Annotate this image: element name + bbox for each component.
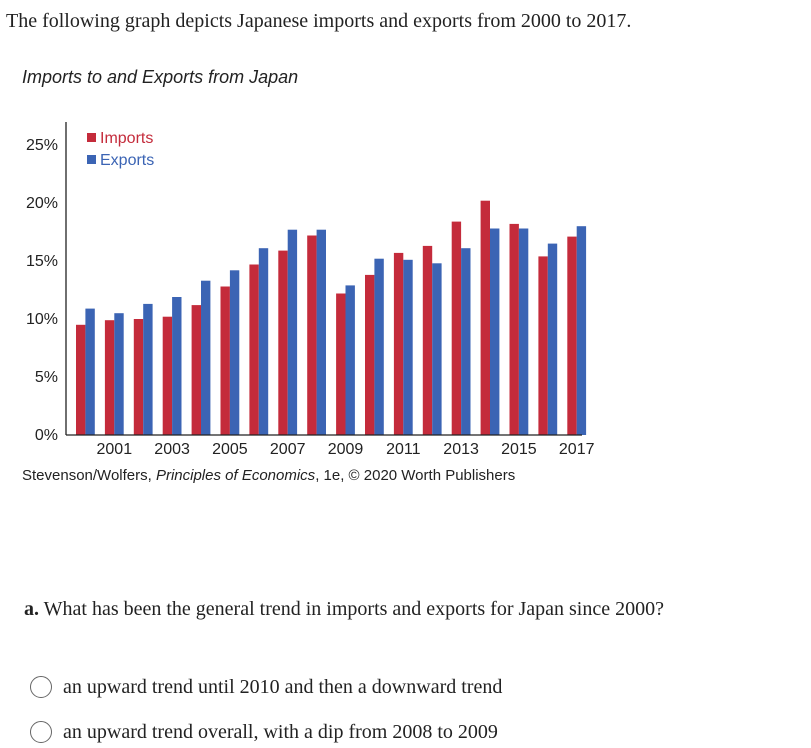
exports-bar-2002	[143, 303, 153, 435]
exports-bar-2013	[461, 248, 471, 435]
exports-bar-2001	[114, 313, 124, 435]
answer-option-label-2: an upward trend overall, with a dip from…	[63, 720, 498, 743]
imports-bar-2010	[365, 274, 375, 435]
x-tick-label: 2005	[212, 441, 248, 458]
imports-bar-2001	[104, 320, 115, 435]
imports-bar-2016	[538, 256, 548, 435]
imports-bar-2013	[451, 221, 462, 435]
chart-credit: Stevenson/Wolfers, Principles of Economi…	[22, 467, 515, 484]
y-axis-ticks: 0% 5% 10% 15% 20% 25%	[26, 137, 58, 444]
imports-bar-2012	[422, 245, 433, 435]
x-axis-ticks: 2001 2003 2005 2007 2009 2011 2013 2015 2017	[97, 441, 595, 458]
imports-bar-2011	[393, 252, 404, 435]
y-tick-label: 20%	[26, 195, 58, 212]
exports-bar-2011	[403, 259, 413, 435]
x-tick-label: 2017	[559, 441, 595, 458]
imports-bar-2007	[278, 250, 288, 435]
legend-swatch-imports	[87, 133, 96, 142]
exports-bar-2014	[490, 228, 500, 435]
imports-bar-2008	[307, 235, 317, 435]
y-tick-label: 0%	[35, 427, 58, 444]
question-text: What has been the general trend in impor…	[39, 598, 664, 620]
x-tick-label: 2003	[154, 441, 190, 458]
exports-bar-2005	[229, 270, 240, 435]
answer-option-2[interactable]: an upward trend overall, with a dip from…	[30, 717, 498, 747]
y-tick-label: 25%	[26, 137, 58, 154]
credit-suffix: , 1e, © 2020 Worth Publishers	[315, 467, 516, 484]
imports-bar-2014	[480, 200, 490, 435]
legend-label-imports: Imports	[100, 130, 153, 147]
exports-bar-2008	[316, 229, 326, 435]
exports-bar-2003	[172, 297, 182, 435]
credit-prefix: Stevenson/Wolfers,	[22, 467, 156, 484]
imports-bar-2017	[567, 236, 577, 435]
exports-bar-2015	[518, 228, 529, 435]
exports-bar-2007	[287, 229, 298, 435]
x-tick-label: 2013	[443, 441, 479, 458]
exports-bar-2010	[374, 258, 384, 435]
legend-label-exports: Exports	[100, 152, 154, 169]
imports-bar-2003	[162, 316, 173, 435]
question-label: a.	[24, 598, 39, 620]
imports-bar-2015	[509, 223, 519, 435]
x-tick-label: 2001	[97, 441, 133, 458]
chart-legend: Imports Exports	[87, 130, 154, 169]
chart-title: Imports to and Exports from Japan	[22, 67, 299, 87]
imports-bar-2004	[191, 305, 201, 435]
bar-chart: 0% 5% 10% 15% 20% 25% 2001 2003 2005 2007 2009 201…	[26, 122, 595, 458]
y-tick-label: 15%	[26, 253, 58, 270]
chart-bars	[76, 200, 587, 435]
question-a: a. What has been the general trend in im…	[24, 598, 664, 621]
imports-bar-2002	[133, 319, 144, 435]
exports-bar-2017	[576, 226, 587, 435]
x-tick-label: 2009	[328, 441, 364, 458]
imports-bar-2006	[249, 264, 259, 435]
answer-option-1[interactable]: an upward trend until 2010 and then a do…	[30, 672, 502, 702]
radio-button-1[interactable]	[30, 676, 52, 698]
exports-bar-2000	[85, 308, 95, 435]
answer-option-label-1: an upward trend until 2010 and then a do…	[63, 675, 503, 698]
exports-bar-2006	[258, 248, 269, 435]
exports-bar-2004	[201, 280, 211, 435]
y-tick-label: 10%	[26, 311, 58, 328]
exports-bar-2012	[432, 263, 442, 435]
x-tick-label: 2007	[270, 441, 306, 458]
radio-button-2[interactable]	[30, 721, 52, 743]
legend-swatch-exports	[87, 155, 96, 164]
x-tick-label: 2015	[501, 441, 537, 458]
exports-bar-2009	[345, 285, 355, 435]
y-tick-label: 5%	[35, 369, 58, 386]
imports-bar-2000	[76, 324, 86, 435]
imports-bar-2005	[220, 286, 230, 435]
imports-bar-2009	[336, 293, 346, 435]
exports-bar-2016	[547, 243, 558, 435]
intro-text: The following graph depicts Japanese imp…	[6, 10, 632, 32]
chart-axes	[65, 122, 582, 436]
x-tick-label: 2011	[386, 441, 421, 458]
credit-book-title: Principles of Economics	[155, 467, 316, 484]
